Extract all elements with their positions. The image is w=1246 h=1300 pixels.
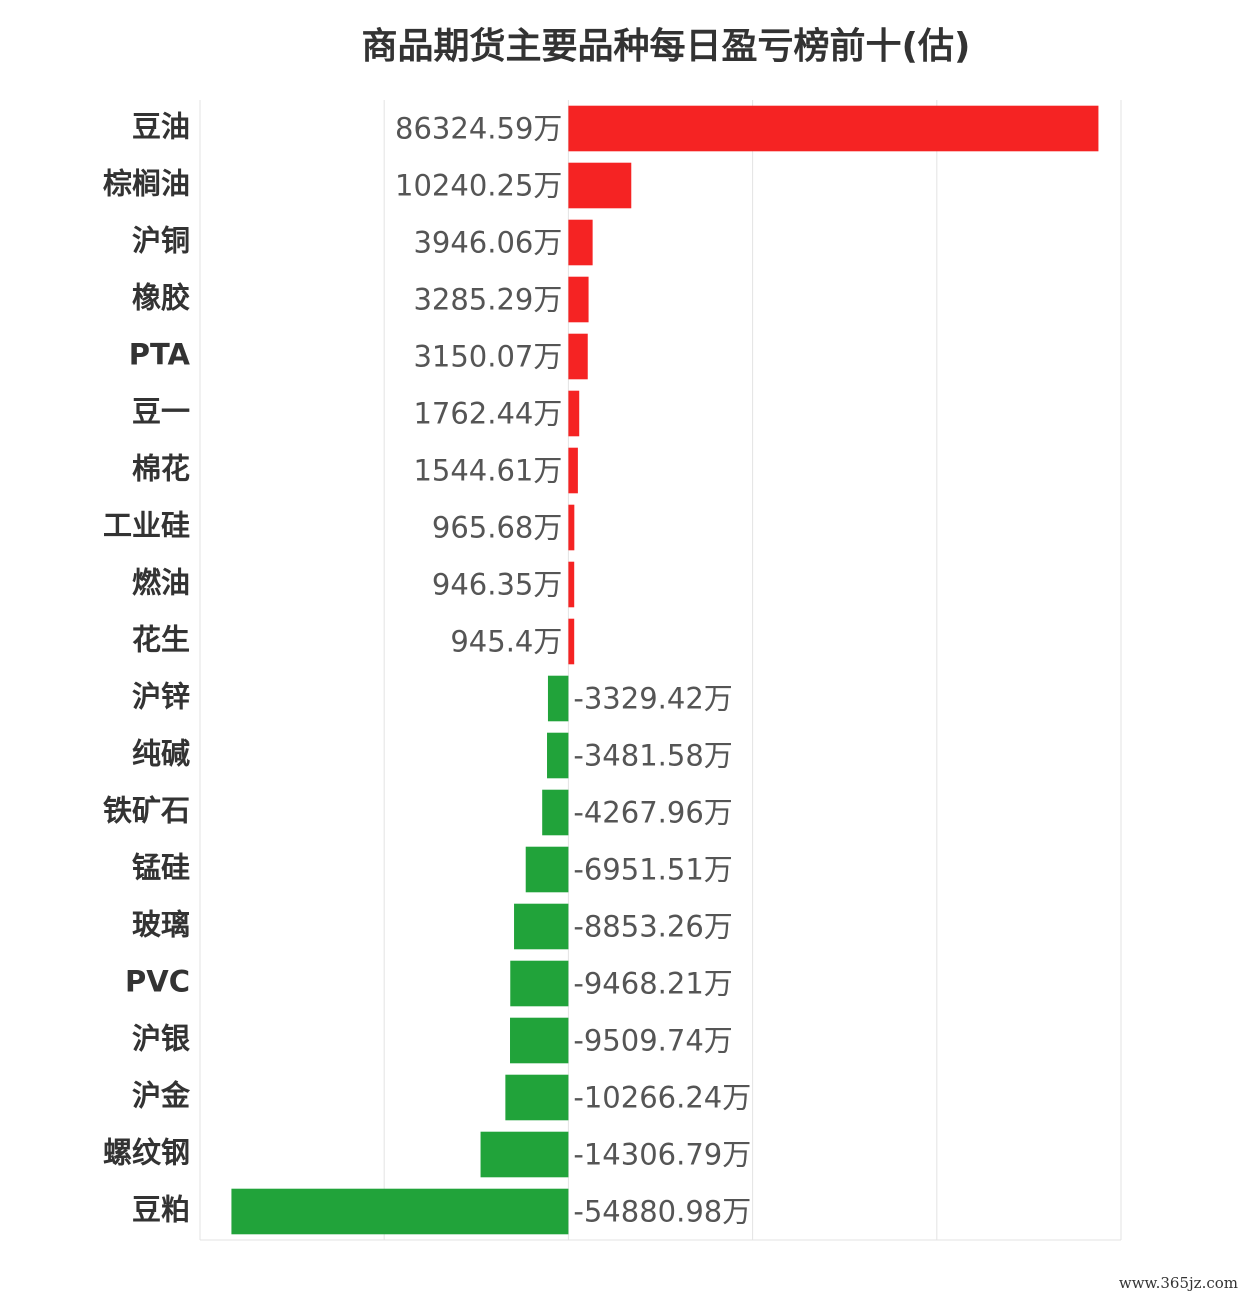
bar	[510, 1017, 569, 1064]
category-label: 燃油	[132, 566, 190, 600]
watermark: www.365jz.com	[1119, 1274, 1238, 1292]
category-label: PTA	[129, 338, 191, 372]
category-label: 豆一	[132, 395, 190, 429]
bar	[525, 846, 569, 893]
category-label: PVC	[125, 965, 190, 999]
category-label: 沪铜	[132, 224, 190, 258]
value-label: 965.68万	[432, 511, 562, 545]
category-label: 沪金	[132, 1079, 191, 1113]
category-label: 豆油	[132, 110, 190, 144]
value-label: -3481.58万	[573, 739, 732, 773]
value-label: -54880.98万	[573, 1195, 751, 1229]
category-label: 沪银	[132, 1022, 190, 1056]
value-label: 3946.06万	[413, 226, 562, 260]
category-label: 花生	[132, 623, 190, 657]
bar	[547, 675, 569, 722]
value-label: -3329.42万	[573, 682, 732, 716]
value-label: 946.35万	[432, 568, 562, 602]
value-label: 1544.61万	[413, 454, 562, 488]
value-label: -14306.79万	[573, 1138, 751, 1172]
bar	[568, 105, 1099, 152]
value-label: 1762.44万	[413, 397, 562, 431]
value-label: 3285.29万	[413, 283, 562, 317]
category-label: 工业硅	[103, 509, 190, 543]
value-label: -8853.26万	[573, 910, 732, 944]
category-label: 沪锌	[132, 680, 190, 714]
bar	[547, 732, 569, 779]
value-label: 3150.07万	[413, 340, 562, 374]
value-label: 86324.59万	[395, 112, 562, 146]
bar	[568, 618, 575, 665]
chart-title: 商品期货主要品种每日盈亏榜前十(估)	[362, 26, 971, 67]
value-label: -10266.24万	[573, 1081, 751, 1115]
value-label: 945.4万	[450, 625, 562, 659]
bar	[510, 960, 569, 1007]
value-label: -9509.74万	[573, 1024, 732, 1058]
bar	[568, 219, 593, 266]
category-label: 锰硅	[132, 851, 190, 885]
category-label: 螺纹钢	[103, 1136, 190, 1170]
bar	[568, 162, 632, 209]
bar	[568, 504, 575, 551]
category-label: 豆粕	[132, 1193, 190, 1227]
bar	[514, 903, 569, 950]
value-label: 10240.25万	[395, 169, 562, 203]
category-label: 棉花	[132, 452, 190, 486]
bar	[505, 1074, 569, 1121]
bar	[231, 1188, 569, 1235]
bar	[542, 789, 569, 836]
bar	[480, 1131, 569, 1178]
bar	[568, 447, 578, 494]
bar	[568, 276, 589, 323]
value-label: -4267.96万	[573, 796, 732, 830]
category-label: 玻璃	[132, 908, 190, 942]
bar	[568, 561, 575, 608]
bar	[568, 390, 580, 437]
category-label: 橡胶	[132, 281, 190, 315]
value-label: -9468.21万	[573, 967, 732, 1001]
category-label: 棕榈油	[103, 167, 190, 201]
value-label: -6951.51万	[573, 853, 732, 887]
category-label: 纯碱	[132, 737, 190, 771]
category-label: 铁矿石	[103, 794, 190, 828]
bar	[568, 333, 588, 380]
